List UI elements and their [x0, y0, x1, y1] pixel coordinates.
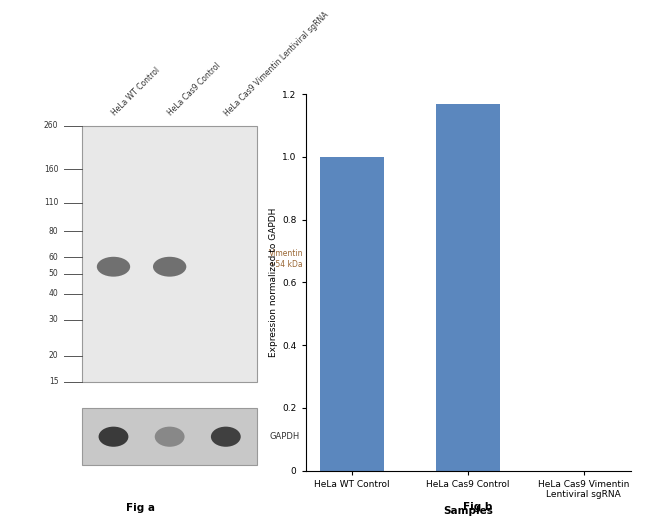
Ellipse shape [155, 427, 185, 447]
Text: 80: 80 [49, 227, 58, 236]
Ellipse shape [99, 427, 129, 447]
Text: 50: 50 [49, 269, 58, 278]
Text: 110: 110 [44, 198, 58, 207]
Text: Vimentin
~54 kDa: Vimentin ~54 kDa [269, 249, 304, 269]
Bar [82, 126, 257, 382]
Text: 20: 20 [49, 351, 58, 360]
Text: 40: 40 [49, 289, 58, 298]
X-axis label: Samples: Samples [443, 506, 493, 516]
Text: HeLa Cas9 Control: HeLa Cas9 Control [166, 61, 223, 118]
Ellipse shape [153, 257, 187, 277]
Bar [320, 157, 384, 471]
Text: HeLa Cas9 Vimentin Lentiviral sgRNA: HeLa Cas9 Vimentin Lentiviral sgRNA [222, 10, 330, 118]
Text: Fig b: Fig b [463, 502, 493, 512]
Text: 60: 60 [49, 253, 58, 262]
Ellipse shape [97, 257, 130, 277]
Text: HeLa WT Control: HeLa WT Control [110, 66, 162, 118]
Text: 30: 30 [49, 315, 58, 324]
Text: 160: 160 [44, 165, 58, 174]
Text: 15: 15 [49, 377, 58, 386]
Text: Fig a: Fig a [126, 503, 155, 513]
Text: GAPDH: GAPDH [269, 432, 300, 441]
Y-axis label: Expression normalized to GAPDH: Expression normalized to GAPDH [269, 208, 278, 357]
Bar [82, 408, 257, 465]
Bar [436, 104, 500, 471]
Ellipse shape [211, 427, 240, 447]
Text: 260: 260 [44, 121, 58, 130]
